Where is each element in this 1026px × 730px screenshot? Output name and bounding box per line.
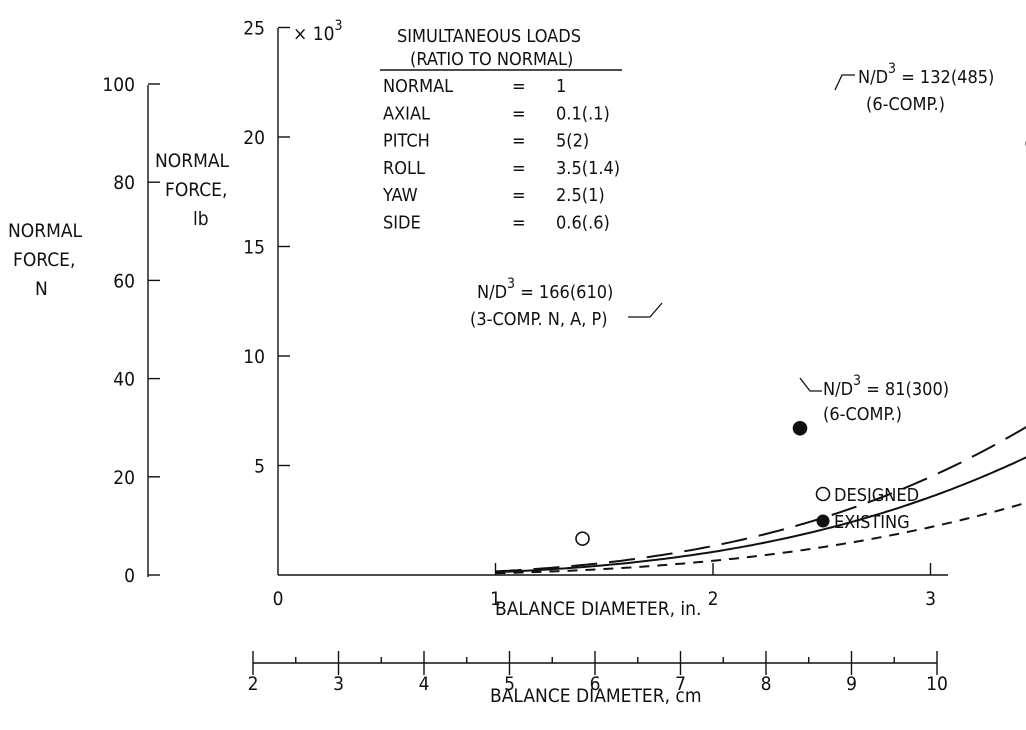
y-n-tick-label: 40: [113, 369, 135, 391]
label-solid-line2: (6-COMP.): [866, 94, 945, 115]
table-cell: =: [512, 213, 526, 234]
x-cm-tick-label: 10: [926, 673, 948, 695]
legend-designed-label: DESIGNED: [834, 485, 919, 506]
loads-table: SIMULTANEOUS LOADS (RATIO TO NORMAL) NOR…: [380, 26, 622, 234]
legend: DESIGNED EXISTING: [815, 485, 919, 533]
x-cm-tick-label: 8: [761, 673, 772, 695]
y-axis-multiplier: × 103: [293, 18, 343, 45]
table-cell: 1: [556, 76, 566, 97]
curves: [495, 426, 1026, 575]
x-cm-tick-label: 7: [675, 673, 686, 695]
leader-short: [799, 377, 822, 392]
label-dash-curve: N/D3 = 166(610) (3-COMP. N, A, P): [470, 276, 663, 330]
legend-existing-marker: [816, 514, 830, 528]
x-cm-tick-label: 6: [590, 673, 601, 695]
x-cm-tick-label: 5: [504, 673, 515, 695]
curve-6comp-132: [495, 456, 1026, 574]
table-cell: YAW: [382, 185, 418, 206]
table-cell: =: [512, 76, 526, 97]
y-n-tick-label: 100: [102, 74, 135, 96]
y-axis-label-n-2: FORCE,: [13, 249, 75, 271]
ticks: [148, 26, 938, 675]
table-cell: ROLL: [383, 158, 425, 179]
designed-point: [575, 531, 590, 546]
x-in-tick-label: 2: [708, 588, 719, 610]
y-n-tick-label: 0: [124, 565, 135, 587]
x-cm-tick-label: 2: [248, 673, 259, 695]
x-in-tick-label: 0: [273, 588, 284, 610]
y-lb-tick-label: 10: [243, 346, 265, 368]
label-short-line2: (6-COMP.): [823, 404, 902, 425]
x-in-tick-label: 1: [490, 588, 501, 610]
x-cm-tick-label: 4: [419, 673, 430, 695]
legend-designed-marker: [815, 486, 831, 502]
table-cell: =: [512, 131, 526, 152]
x-cm-tick-label: 3: [333, 673, 344, 695]
table-cell: 3.5(1.4): [556, 158, 620, 179]
x-cm-tick-label: 9: [846, 673, 857, 695]
tick-labels: 012342345678910510152025020406080100: [102, 18, 948, 696]
table-title-2: (RATIO TO NORMAL): [410, 49, 573, 70]
leader-dash: [628, 302, 663, 318]
curve-6comp-81: [495, 501, 1026, 575]
table-title-1: SIMULTANEOUS LOADS: [397, 26, 581, 47]
y-n-tick-label: 20: [113, 467, 135, 489]
table-cell: =: [512, 185, 526, 206]
y-axis-label-lb-2: FORCE,: [165, 179, 227, 201]
x-axis-label-in: BALANCE DIAMETER, in.: [495, 598, 701, 620]
y-axis-label-lb-1: NORMAL: [155, 150, 230, 172]
y-axis-label-n-3: N: [35, 278, 48, 300]
table-cell: 5(2): [556, 131, 589, 152]
y-lb-tick-label: 15: [243, 237, 265, 259]
markers: [575, 140, 1026, 546]
label-dash-line1: N/D3 = 166(610): [477, 276, 613, 303]
table-cell: AXIAL: [383, 103, 430, 124]
curve-3comp-166: [495, 426, 1026, 573]
y-axis-label-n-1: NORMAL: [8, 220, 83, 242]
leader-solid: [834, 74, 855, 91]
table-cell: SIDE: [383, 213, 421, 234]
label-short-line1: N/D3 = 81(300): [823, 373, 949, 400]
y-n-tick-label: 80: [113, 172, 135, 194]
existing-point: [792, 420, 808, 436]
table-cell: =: [512, 158, 526, 179]
table-cell: NORMAL: [383, 76, 453, 97]
label-solid-curve: N/D3 = 132(485) (6-COMP.): [834, 61, 994, 115]
table-cell: =: [512, 103, 526, 124]
legend-existing-label: EXISTING: [834, 512, 910, 533]
table-cell: 2.5(1): [556, 185, 605, 206]
label-dash-line2: (3-COMP. N, A, P): [470, 309, 608, 330]
label-short-curve: N/D3 = 81(300) (6-COMP.): [799, 373, 949, 425]
label-solid-line1: N/D3 = 132(485): [858, 61, 994, 88]
y-lb-tick-label: 25: [243, 18, 265, 40]
table-cell: 0.6(.6): [556, 213, 610, 234]
table-cell: PITCH: [383, 131, 430, 152]
y-n-tick-label: 60: [113, 270, 135, 292]
x-axis-label-cm: BALANCE DIAMETER, cm: [490, 685, 701, 707]
table-cell: 0.1(.1): [556, 103, 610, 124]
y-axis-label-lb-3: lb: [193, 208, 209, 230]
y-lb-tick-label: 20: [243, 127, 265, 149]
y-lb-tick-label: 5: [254, 456, 265, 478]
x-in-tick-label: 3: [925, 588, 936, 610]
